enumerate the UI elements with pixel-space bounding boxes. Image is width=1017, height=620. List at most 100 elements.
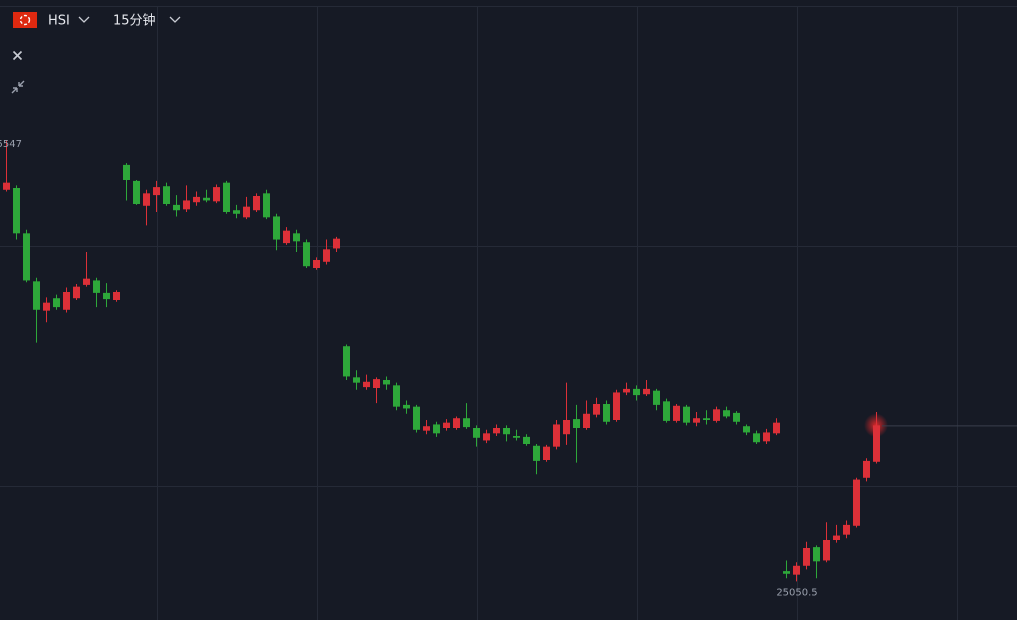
candle-body <box>633 388 640 396</box>
candle-body <box>273 216 280 240</box>
candle-body <box>713 409 720 421</box>
min-price-label: 25050.5 <box>776 587 817 598</box>
candle-body <box>383 380 390 385</box>
candle-body <box>843 524 850 535</box>
candle-body <box>813 547 820 562</box>
interval-dropdown[interactable] <box>169 16 181 23</box>
candle-body <box>253 196 260 211</box>
candle-body <box>673 405 680 421</box>
candle-body <box>53 298 60 308</box>
candle-body <box>533 445 540 461</box>
candle-body <box>313 260 320 268</box>
candle-body <box>73 286 80 299</box>
candle-body <box>663 401 670 421</box>
symbol-dropdown[interactable] <box>78 16 90 23</box>
candle-body <box>823 540 830 561</box>
candle-body <box>613 392 620 420</box>
candle-body <box>233 210 240 214</box>
candle-body <box>743 426 750 433</box>
candle-body <box>263 193 270 218</box>
candle-body <box>343 346 350 377</box>
flag-emblem <box>19 14 31 26</box>
candle-body <box>573 419 580 428</box>
candle-body <box>363 381 370 388</box>
candle-body <box>473 428 480 438</box>
candle-body <box>753 433 760 443</box>
interval[interactable]: 15分钟 <box>113 13 156 29</box>
candle-body <box>243 206 250 218</box>
candle-body <box>443 422 450 428</box>
candle-body <box>723 410 730 417</box>
candle-body <box>163 186 170 204</box>
flag-icon[interactable] <box>13 12 37 28</box>
candle-body <box>153 187 160 196</box>
grid <box>0 6 1017 620</box>
candle-body <box>803 548 810 566</box>
candle-body <box>733 412 740 422</box>
candle-body <box>113 292 120 300</box>
candle-body <box>703 418 710 420</box>
candle-body <box>583 413 590 428</box>
candle-body <box>123 164 130 180</box>
candle-body <box>523 436 530 444</box>
candle-body <box>783 571 790 574</box>
candle-body <box>133 180 140 204</box>
close-button[interactable] <box>12 50 23 61</box>
candle-body <box>423 426 430 431</box>
candle-body <box>203 197 210 201</box>
candle-body <box>683 406 690 423</box>
candle-body <box>833 535 840 540</box>
candle-body <box>593 404 600 415</box>
candle-body <box>403 404 410 409</box>
candle-body <box>393 385 400 407</box>
candle-body <box>853 479 860 526</box>
candles <box>3 140 1017 582</box>
candle-body <box>483 433 490 441</box>
candle-body <box>143 193 150 206</box>
max-price-label: 25547 <box>0 139 22 150</box>
candle-body <box>33 281 40 310</box>
candle-body <box>513 436 520 438</box>
candle-body <box>453 418 460 428</box>
candle-body <box>653 390 660 405</box>
candle-body <box>463 418 470 428</box>
collapse-button[interactable] <box>11 80 25 94</box>
candle-body <box>553 424 560 447</box>
header: HSI 15分钟 <box>11 12 181 94</box>
candle-body <box>353 377 360 383</box>
candle-body <box>873 425 880 462</box>
candle-body <box>863 460 870 478</box>
candle-body <box>623 388 630 393</box>
symbol[interactable]: HSI <box>48 14 70 29</box>
candle-body <box>603 404 610 422</box>
candle-body <box>173 204 180 211</box>
candle-body <box>223 182 230 212</box>
candle-body <box>193 196 200 203</box>
candle-body <box>433 424 440 434</box>
candle-body <box>763 432 770 442</box>
candle-body <box>493 428 500 434</box>
candle-body <box>93 280 100 293</box>
candle-body <box>563 420 570 435</box>
candle-body <box>333 238 340 249</box>
candle-body <box>213 187 220 202</box>
candle-body <box>793 565 800 575</box>
candle-body <box>773 422 780 434</box>
candle-body <box>323 249 330 262</box>
candle-body <box>183 200 190 210</box>
candle-body <box>413 406 420 430</box>
candle-body <box>643 388 650 395</box>
candle-body <box>23 233 30 281</box>
candle-body <box>693 418 700 423</box>
candle-body <box>13 188 20 234</box>
candle-body <box>63 292 70 310</box>
candle-body <box>103 292 110 300</box>
candle-body <box>373 379 380 388</box>
candle-body <box>283 230 290 244</box>
candle-body <box>83 278 90 285</box>
candle-body <box>503 428 510 435</box>
candle-body <box>303 242 310 267</box>
